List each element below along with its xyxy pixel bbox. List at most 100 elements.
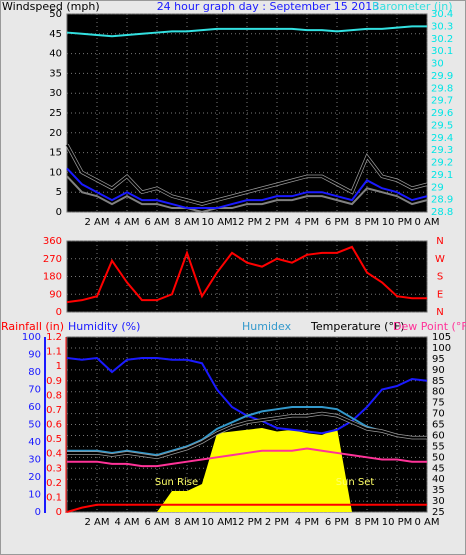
y3-tick-label: 0.1 <box>46 492 62 503</box>
y2-tick-label: 70 <box>432 409 445 420</box>
y2-tick-label: 29.3 <box>431 145 453 156</box>
y2-tick-label: 65 <box>432 420 445 431</box>
y2-tick-label: 28.8 <box>431 207 453 218</box>
y2-tick-label: E <box>437 289 443 300</box>
y-tick-label: 10 <box>49 167 62 178</box>
x-tick-label: 6 AM <box>144 217 169 228</box>
y2-tick-label: 29.5 <box>431 120 453 131</box>
line <box>66 144 428 206</box>
chart-title: 24 hour graph day : September 15 2013 <box>157 0 380 13</box>
y2-tick-label: 29.6 <box>431 108 453 119</box>
y-tick-label: 50 <box>28 420 41 431</box>
x-tick-label: 10 PM <box>382 217 413 228</box>
y3-tick-label: 0.9 <box>46 376 62 387</box>
y3-tick-label: 1.2 <box>46 332 62 343</box>
humidity-label: Humidity (%) <box>68 320 140 333</box>
x-tick-label: 2 PM <box>265 217 289 228</box>
y3-tick-label: 0.5 <box>46 434 62 445</box>
temperature-label: Temperature (°F) <box>310 320 405 333</box>
x-tick-label: 6 PM <box>325 517 349 528</box>
y2-tick-label: 29.8 <box>431 83 453 94</box>
y2-tick-label: S <box>437 272 443 283</box>
y-tick-label: 35 <box>49 68 62 79</box>
y-tick-label: 0 <box>35 507 41 518</box>
y-tick-label: 40 <box>28 437 41 448</box>
y3-tick-label: 0.3 <box>46 463 62 474</box>
y2-tick-label: 30.1 <box>431 46 453 57</box>
x-tick-label: 12 PM <box>232 517 263 528</box>
line <box>67 412 427 459</box>
y-tick-label: 360 <box>43 236 62 247</box>
y-tick-label: 0 <box>56 307 62 318</box>
y3-tick-label: 0.6 <box>46 420 62 431</box>
y2-tick-label: 105 <box>432 332 451 343</box>
barometer-label: Barometer (in) <box>372 0 453 13</box>
x-tick-label: 2 AM <box>84 517 109 528</box>
y3-tick-label: 1 <box>56 361 62 372</box>
rainfall-label: Rainfall (in) <box>1 320 64 333</box>
y-tick-label: 50 <box>49 9 62 20</box>
x-tick-label: 12 PM <box>232 217 263 228</box>
y-tick-label: 90 <box>49 289 62 300</box>
x-tick-label: 8 PM <box>355 517 379 528</box>
y2-tick-label: 25 <box>432 507 445 518</box>
area <box>67 428 427 512</box>
y2-tick-label: 29.2 <box>431 158 453 169</box>
y2-tick-label: 90 <box>432 365 445 376</box>
x-tick-label: 4 AM <box>114 217 139 228</box>
line <box>67 447 427 468</box>
y-tick-label: 100 <box>22 332 41 343</box>
line <box>66 175 428 214</box>
y2-tick-label: 40 <box>432 474 445 485</box>
x-tick-label: 8 AM <box>174 217 199 228</box>
y-tick-label: 25 <box>49 108 62 119</box>
x-tick-label: 6 AM <box>144 517 169 528</box>
line <box>67 406 427 457</box>
dewpoint-label: Dew Point (°F) <box>393 320 466 333</box>
y3-tick-label: 0.2 <box>46 478 62 489</box>
y2-tick-label: 30.2 <box>431 34 453 45</box>
y2-tick-label: 30.3 <box>431 21 453 32</box>
y3-tick-label: 1.1 <box>46 347 62 358</box>
x-tick-label: 2 AM <box>84 217 109 228</box>
y2-tick-label: N <box>436 307 443 318</box>
y-tick-label: 45 <box>49 29 62 40</box>
y2-tick-label: 29.7 <box>431 96 453 107</box>
y2-tick-label: 95 <box>432 354 445 365</box>
x-tick-label: 0 AM <box>414 217 439 228</box>
x-tick-label: 10 AM <box>201 517 232 528</box>
annotation: Sun Rise <box>155 477 198 488</box>
y-tick-label: 20 <box>28 472 41 483</box>
line <box>66 25 427 38</box>
x-tick-label: 8 PM <box>355 217 379 228</box>
x-tick-label: 10 PM <box>382 517 413 528</box>
y3-tick-label: 0.8 <box>46 390 62 401</box>
y2-tick-label: 35 <box>432 485 445 496</box>
y2-tick-label: 100 <box>432 343 451 354</box>
y-tick-label: 80 <box>28 367 41 378</box>
x-tick-label: 8 AM <box>174 517 199 528</box>
y-tick-label: 90 <box>28 350 41 361</box>
x-tick-label: 4 AM <box>114 517 139 528</box>
y2-tick-label: 29.9 <box>431 71 453 82</box>
humidex-label: Humidex <box>242 320 292 333</box>
y-tick-label: 0 <box>56 207 62 218</box>
y2-tick-label: 30 <box>431 59 444 70</box>
y-tick-label: 15 <box>49 148 62 159</box>
x-tick-label: 10 AM <box>201 217 232 228</box>
y-tick-label: 70 <box>28 385 41 396</box>
windspeed-label: Windspeed (mph) <box>2 0 100 13</box>
x-tick-label: 0 AM <box>414 517 439 528</box>
x-tick-label: 4 PM <box>295 517 319 528</box>
x-tick-label: 6 PM <box>325 217 349 228</box>
y-tick-label: 60 <box>28 402 41 413</box>
annotation: Sun Set <box>336 477 375 488</box>
y2-tick-label: 29.4 <box>431 133 453 144</box>
y2-tick-label: 80 <box>432 387 445 398</box>
y2-tick-label: 85 <box>432 376 445 387</box>
y-tick-label: 5 <box>56 187 62 198</box>
y3-tick-label: 0 <box>56 507 62 518</box>
y2-tick-label: W <box>435 254 445 265</box>
y2-tick-label: 60 <box>432 430 445 441</box>
